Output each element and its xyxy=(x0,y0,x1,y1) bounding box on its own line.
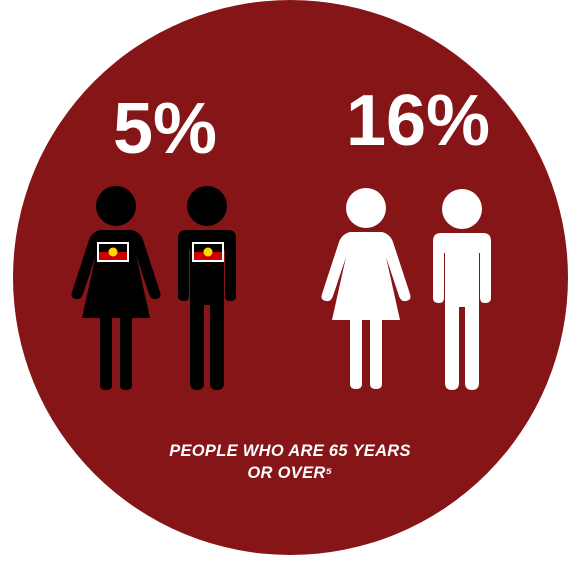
male-figure-icon xyxy=(178,186,236,390)
caption-line-2: OR OVER⁵ xyxy=(247,464,333,482)
female-figure-icon xyxy=(71,186,161,390)
indigenous-percent-stat: 5% xyxy=(112,89,218,169)
female-figure-icon xyxy=(321,188,411,389)
aboriginal-flag-icon xyxy=(192,242,224,262)
aboriginal-flag-icon xyxy=(97,242,129,262)
caption-line-1: PEOPLE WHO ARE 65 YEARS xyxy=(169,442,411,460)
caption: PEOPLE WHO ARE 65 YEARS OR OVER⁵ xyxy=(100,440,480,484)
general-percent-stat: 16% xyxy=(345,81,491,161)
male-figure-icon xyxy=(433,189,491,390)
